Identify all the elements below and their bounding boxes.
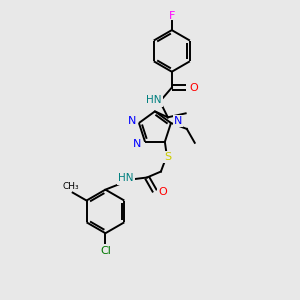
Text: O: O bbox=[158, 188, 167, 197]
Text: O: O bbox=[189, 82, 198, 93]
Text: HN: HN bbox=[118, 173, 134, 184]
Text: HN: HN bbox=[146, 95, 162, 106]
Text: Cl: Cl bbox=[100, 246, 111, 256]
Text: N: N bbox=[128, 116, 136, 126]
Text: CH₃: CH₃ bbox=[62, 182, 79, 191]
Text: F: F bbox=[169, 11, 175, 21]
Text: N: N bbox=[174, 116, 182, 126]
Text: S: S bbox=[164, 152, 171, 162]
Text: N: N bbox=[133, 139, 141, 149]
